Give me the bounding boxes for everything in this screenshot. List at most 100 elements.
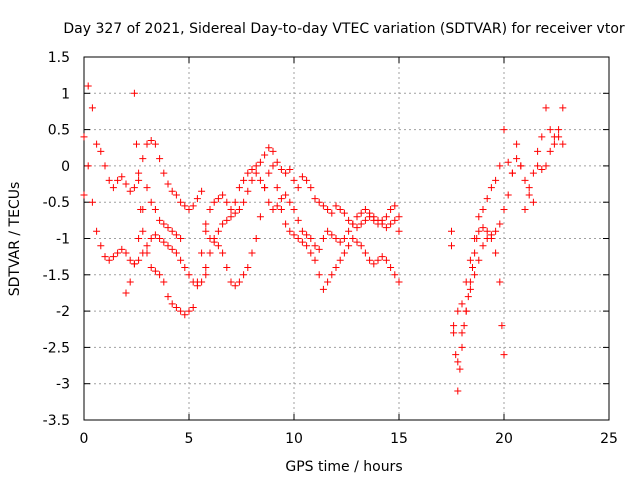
data-point [172,303,180,311]
data-point [156,235,164,242]
data-point [219,220,227,228]
data-point [361,216,369,224]
data-point [84,162,92,170]
data-point [181,202,189,210]
data-point [500,126,508,134]
data-point [265,198,273,206]
data-point [214,227,222,235]
data-point [298,227,306,235]
series-track-b [80,162,210,290]
data-point [282,220,290,228]
data-point [235,278,243,286]
data-point [307,184,315,192]
data-point [487,231,495,239]
data-point [483,195,491,203]
y-axis-label: SDTVAR / TECUs [7,182,23,297]
data-point [319,235,327,242]
data-point [298,238,306,246]
data-point [88,104,96,112]
data-point [391,202,399,210]
data-point [164,242,172,250]
data-point [143,242,151,250]
data-point [387,205,395,213]
data-point [223,198,231,206]
data-point [529,198,537,206]
data-point [168,245,176,253]
data-point [223,264,231,272]
data-point [357,220,365,228]
data-point [143,184,151,192]
data-point [500,351,508,359]
data-point [315,271,323,279]
data-points [80,82,567,395]
data-point [479,242,487,250]
data-point [156,271,164,279]
data-point [332,202,340,210]
y-tick-label: -3 [56,377,70,393]
data-point [202,271,210,279]
data-point [235,205,243,213]
series-track-e [193,144,403,286]
data-point [525,184,533,192]
data-point [546,147,554,155]
data-point [466,285,474,293]
data-point [340,249,348,257]
data-point [252,169,260,177]
data-point [357,242,365,250]
data-point [282,191,290,199]
data-point [538,133,546,141]
series-track-j [454,104,567,366]
data-point [454,387,462,395]
data-point [555,126,563,134]
data-point [286,166,294,174]
x-tick-label: 5 [185,431,194,447]
data-point [328,271,336,279]
data-point [261,151,269,159]
series-track-i [450,104,567,330]
data-point [160,238,168,246]
data-point [395,227,403,235]
data-point [252,162,260,170]
data-point [508,169,516,177]
data-point [177,198,185,206]
data-point [235,184,243,192]
data-point [164,293,172,301]
data-point [454,307,462,315]
data-point [458,343,466,351]
data-point [353,224,361,232]
data-point [143,249,151,257]
data-point [151,205,159,213]
data-point [462,307,470,315]
y-tick-label: -0.5 [43,195,70,211]
data-point [311,242,319,250]
data-point [133,140,140,148]
data-point [109,253,117,261]
data-point [105,256,113,264]
data-point [130,260,138,268]
data-point [240,271,248,279]
data-point [118,245,126,253]
data-point [193,195,201,203]
data-point [353,213,361,221]
data-point [147,264,155,272]
data-point [332,264,340,272]
data-point [483,235,491,242]
data-point [256,176,264,184]
data-point [130,184,138,192]
data-point [307,249,315,257]
data-point [521,176,529,184]
data-point [189,202,197,210]
data-point [387,264,395,272]
axis-ticks [83,56,610,421]
data-point [538,166,546,174]
data-point [80,133,88,141]
data-point [122,289,130,297]
data-point [277,195,285,203]
data-point [559,104,567,112]
data-point [109,184,117,192]
data-point [349,220,357,228]
data-point [269,147,277,155]
data-point [345,216,353,224]
data-point [466,256,474,264]
data-point [479,205,487,213]
